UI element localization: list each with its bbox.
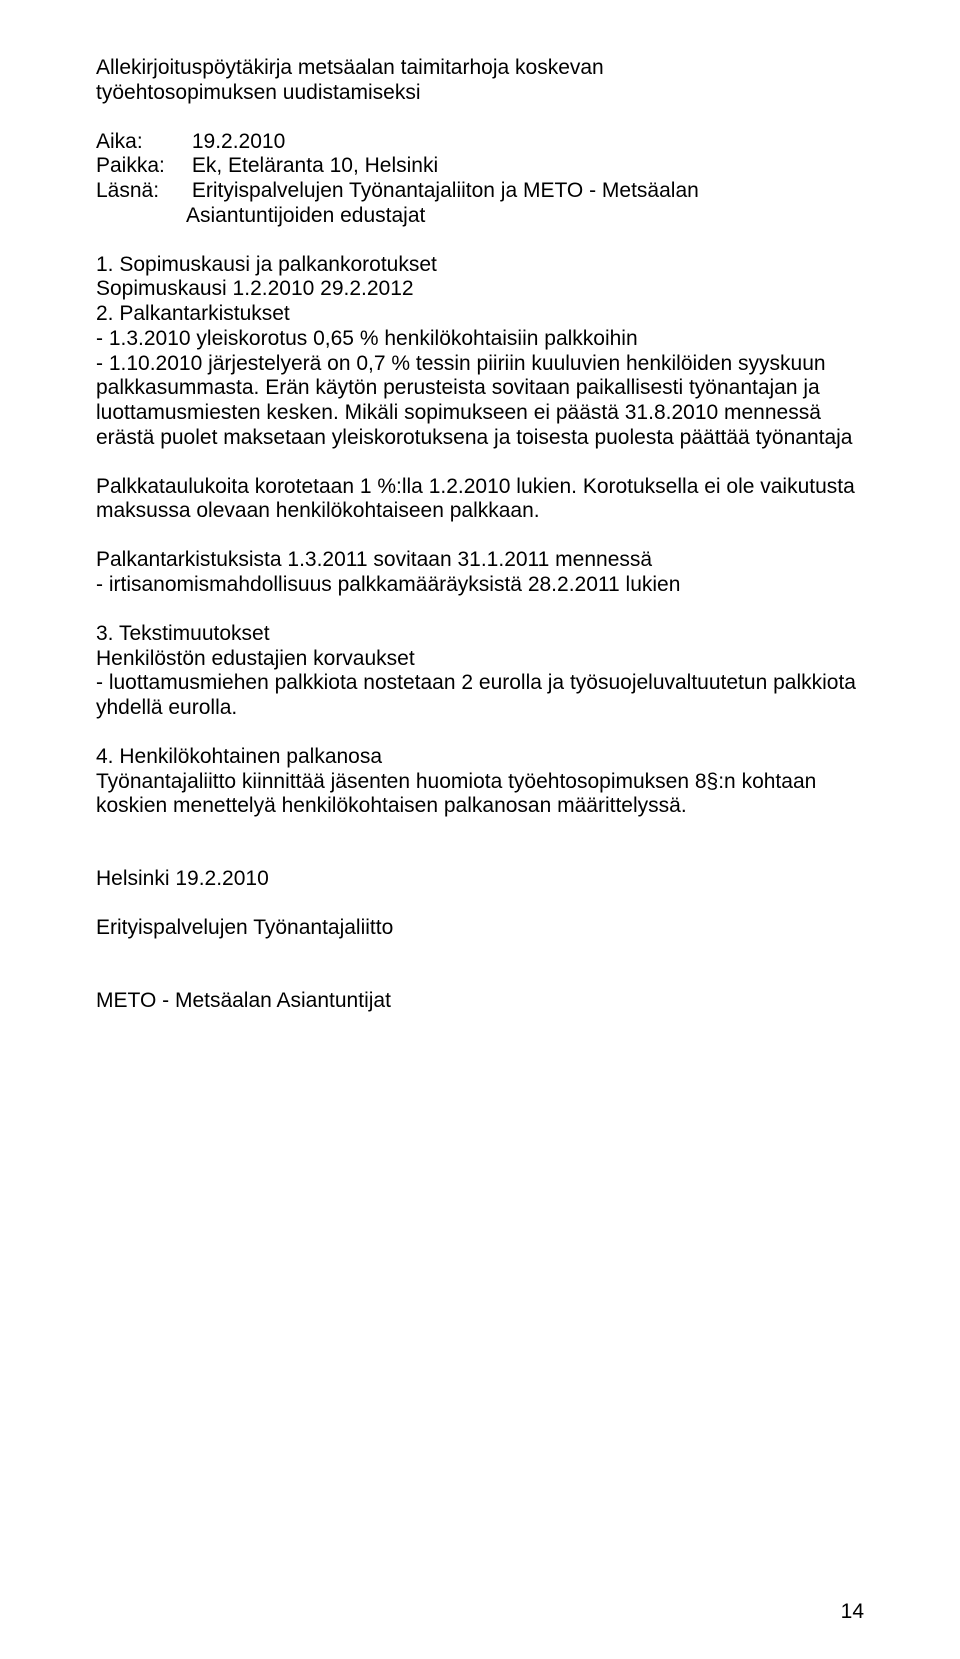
- title-line-2: työehtosopimuksen uudistamiseksi: [96, 81, 864, 106]
- section-1-line-3: - 1.3.2010 yleiskorotus 0,65 % henkilöko…: [96, 327, 864, 352]
- section-4-body: Työnantajaliitto kiinnittää jäsenten huo…: [96, 770, 864, 820]
- section-3-line-1: Henkilöstön edustajien korvaukset: [96, 647, 864, 672]
- page-number: 14: [841, 1600, 864, 1625]
- aika-value: 19.2.2010: [192, 130, 285, 153]
- section-1-para-3-line-2: - irtisanomismahdollisuus palkkamääräyks…: [96, 573, 864, 598]
- section-3: 3. Tekstimuutokset Henkilöstön edustajie…: [96, 622, 864, 721]
- section-4-heading: 4. Henkilökohtainen palkanosa: [96, 745, 864, 770]
- section-4: 4. Henkilökohtainen palkanosa Työnantaja…: [96, 745, 864, 819]
- section-1-para-3: Palkantarkistuksista 1.3.2011 sovitaan 3…: [96, 548, 864, 598]
- lasna-label: Läsnä:: [96, 179, 186, 204]
- paikka-value: Ek, Eteläranta 10, Helsinki: [192, 154, 438, 177]
- signature-place-date: Helsinki 19.2.2010: [96, 867, 864, 892]
- section-1-line-1: Sopimuskausi 1.2.2010 29.2.2012: [96, 277, 864, 302]
- aika-row: Aika: 19.2.2010: [96, 130, 864, 155]
- section-1-para-3-line-1: Palkantarkistuksista 1.3.2011 sovitaan 3…: [96, 548, 864, 573]
- section-1-para-2: Palkkataulukoita korotetaan 1 %:lla 1.2.…: [96, 475, 864, 525]
- lasna-value-line-2: Asiantuntijoiden edustajat: [96, 204, 864, 229]
- lasna-row: Läsnä: Erityispalvelujen Työnantajaliito…: [96, 179, 864, 204]
- section-3-line-2: - luottamusmiehen palkkiota nostetaan 2 …: [96, 671, 864, 721]
- section-3-heading: 3. Tekstimuutokset: [96, 622, 864, 647]
- document-page: Allekirjoituspöytäkirja metsäalan taimit…: [0, 0, 960, 1659]
- section-1-line-2: 2. Palkantarkistukset: [96, 302, 864, 327]
- section-1-line-4: - 1.10.2010 järjestelyerä on 0,7 % tessi…: [96, 352, 864, 451]
- signature-org-2: METO - Metsäalan Asiantuntijat: [96, 989, 864, 1014]
- section-1-heading: 1. Sopimuskausi ja palkankorotukset: [96, 253, 864, 278]
- title-line-1: Allekirjoituspöytäkirja metsäalan taimit…: [96, 56, 864, 81]
- aika-label: Aika:: [96, 130, 186, 155]
- signature-org-1: Erityispalvelujen Työnantajaliitto: [96, 916, 864, 941]
- meeting-meta: Aika: 19.2.2010 Paikka: Ek, Eteläranta 1…: [96, 130, 864, 229]
- paikka-row: Paikka: Ek, Eteläranta 10, Helsinki: [96, 154, 864, 179]
- title-block: Allekirjoituspöytäkirja metsäalan taimit…: [96, 56, 864, 106]
- section-1: 1. Sopimuskausi ja palkankorotukset Sopi…: [96, 253, 864, 451]
- paikka-label: Paikka:: [96, 154, 186, 179]
- lasna-value-line-1: Erityispalvelujen Työnantajaliiton ja ME…: [192, 179, 699, 202]
